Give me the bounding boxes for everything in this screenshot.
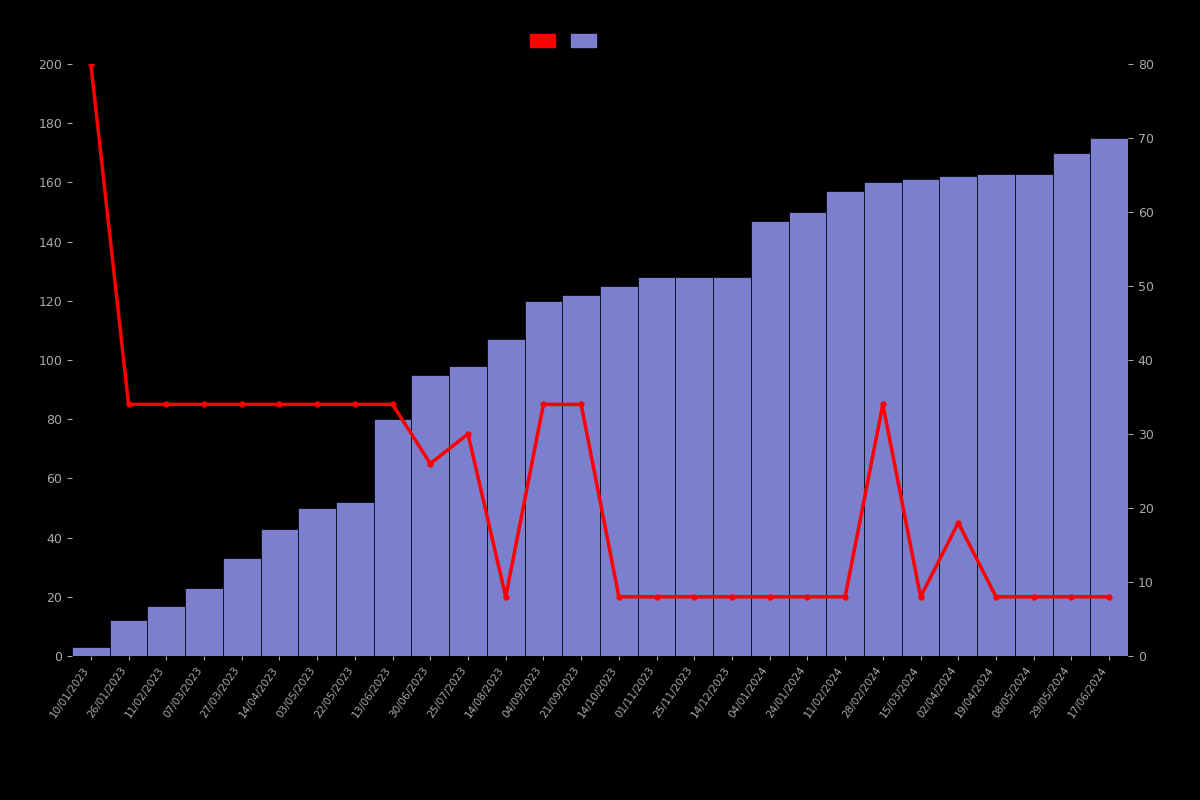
Bar xyxy=(299,508,336,656)
Bar xyxy=(72,647,109,656)
Bar xyxy=(600,286,637,656)
Bar xyxy=(336,502,373,656)
Bar xyxy=(751,221,788,656)
Bar xyxy=(864,182,901,656)
Bar xyxy=(977,174,1015,656)
Bar xyxy=(412,374,449,656)
Bar xyxy=(827,191,864,656)
Bar xyxy=(637,277,676,656)
Bar xyxy=(449,366,487,656)
Bar xyxy=(524,301,563,656)
Bar xyxy=(223,558,260,656)
Bar xyxy=(148,606,185,656)
Bar xyxy=(1015,174,1052,656)
Bar xyxy=(1052,153,1091,656)
Bar xyxy=(563,295,600,656)
Bar xyxy=(373,419,412,656)
Bar xyxy=(487,339,524,656)
Bar xyxy=(185,588,223,656)
Legend: , : , xyxy=(526,29,612,53)
Bar xyxy=(109,621,148,656)
Bar xyxy=(940,177,977,656)
Bar xyxy=(901,179,940,656)
Bar xyxy=(1091,138,1128,656)
Bar xyxy=(260,529,299,656)
Bar xyxy=(713,277,751,656)
Bar xyxy=(788,212,827,656)
Bar xyxy=(676,277,713,656)
